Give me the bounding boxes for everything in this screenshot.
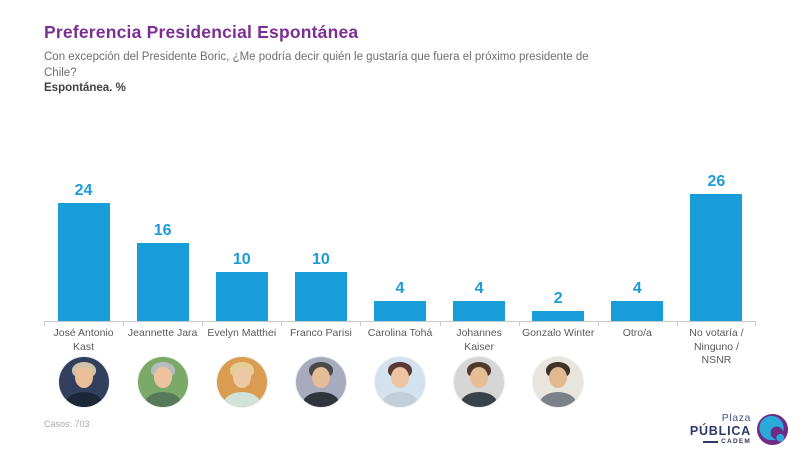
avatar-face xyxy=(311,367,330,388)
category-label: Otro/a xyxy=(622,327,652,339)
category-label: José Antonio Kast xyxy=(53,327,114,353)
avatar-evelyn-matthei xyxy=(216,357,267,407)
avatar-shoulders xyxy=(65,392,102,407)
bar xyxy=(57,203,110,321)
bar-value-label: 10 xyxy=(311,251,330,268)
avatar-franco-parisi xyxy=(295,357,346,407)
bar-value-label: 10 xyxy=(232,251,251,268)
logo-text-cadem: CADEM xyxy=(721,438,751,446)
avatar-face xyxy=(74,367,93,388)
bar-group-winter: 2 xyxy=(518,160,598,326)
bar-group-parisi: 10 xyxy=(281,160,360,326)
avatar-jose-antonio-kast xyxy=(58,357,109,407)
bar xyxy=(532,311,585,321)
sample-size-note: Casos: 703 xyxy=(44,419,90,429)
unit-note: Espontánea. % xyxy=(44,82,126,95)
candidate-photos-row xyxy=(44,357,756,407)
bar-group-novotaria: 26 xyxy=(676,160,756,326)
cadem-logo: Plaza PÚBLICA CADEM xyxy=(690,413,789,446)
category-label: Jeannette Jara xyxy=(127,327,198,339)
logo-text-publica: PÚBLICA xyxy=(689,423,751,438)
bar xyxy=(611,301,664,321)
category-label: No votaría / Ninguno / NSNR xyxy=(689,327,744,367)
avatar-jeannette-jara xyxy=(137,357,188,407)
bar-group-otro: 4 xyxy=(597,160,677,326)
bar xyxy=(294,272,347,321)
logo-dash xyxy=(703,441,719,444)
bar-group-matthei: 10 xyxy=(202,160,281,326)
bar-value-label: 2 xyxy=(553,290,563,308)
bar xyxy=(690,193,743,321)
avatar-face xyxy=(153,367,172,388)
bar-value-label: 4 xyxy=(474,280,484,298)
avatar-shoulders xyxy=(381,392,418,407)
category-label: Carolina Tohá xyxy=(367,327,433,339)
slide-header: Preferencia Presidencial Espontánea Con … xyxy=(44,22,684,94)
survey-question: Con excepción del Presidente Boric, ¿Me … xyxy=(44,51,589,79)
bar-value-label: 24 xyxy=(74,182,93,200)
avatar-shoulders xyxy=(461,392,498,407)
avatar-johannes-kaiser xyxy=(454,357,505,407)
bar xyxy=(215,272,268,321)
bar-chart: 24 16 10 10 4 4 2 4 xyxy=(44,160,756,326)
avatar-shoulders xyxy=(223,392,260,407)
category-label: Evelyn Matthei xyxy=(207,327,277,339)
bar xyxy=(136,242,189,321)
bar xyxy=(453,301,506,321)
avatar-face xyxy=(390,367,409,388)
category-axis: José Antonio Kast Jeannette Jara Evelyn … xyxy=(44,327,756,368)
bar-group-jara: 16 xyxy=(123,160,202,326)
avatar-face xyxy=(470,367,489,388)
bar-value-label: 4 xyxy=(395,280,405,298)
bar xyxy=(373,301,426,321)
category-label: Johannes Kaiser xyxy=(456,327,502,353)
category-label: Franco Parisi xyxy=(289,327,352,339)
bar-group-kaiser: 4 xyxy=(439,160,519,326)
bar-value-label: 16 xyxy=(153,221,172,239)
avatar-face xyxy=(232,367,251,388)
bar-value-label: 4 xyxy=(632,280,642,298)
avatar-shoulders xyxy=(144,392,181,407)
bar-value-label: 26 xyxy=(707,172,726,190)
avatar-shoulders xyxy=(302,392,339,407)
category-label: Gonzalo Winter xyxy=(522,327,595,339)
avatar-gonzalo-winter xyxy=(533,357,584,407)
bar-group-toha: 4 xyxy=(360,160,439,326)
page-title: Preferencia Presidencial Espontánea xyxy=(44,22,359,42)
avatar-face xyxy=(549,367,568,388)
plaza-publica-swirl-icon xyxy=(756,413,789,446)
logo-text-plaza: Plaza xyxy=(721,412,751,425)
bar-group-kast: 24 xyxy=(44,160,123,326)
avatar-carolina-toha xyxy=(374,357,425,407)
avatar-shoulders xyxy=(540,392,577,407)
